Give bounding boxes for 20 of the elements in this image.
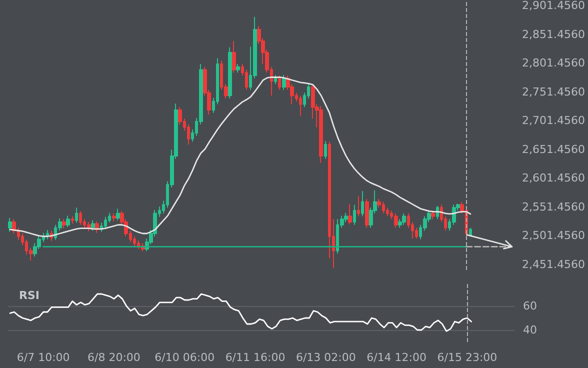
x-tick-label: 6/8 20:00 <box>88 351 140 364</box>
y-tick-label: 40 <box>523 324 537 336</box>
y-tick-label: 2,651.4560 <box>522 142 586 156</box>
y-tick-label: 2,451.4560 <box>522 258 586 271</box>
x-tick-label: 6/13 02:00 <box>296 351 356 364</box>
x-tick-label: 6/7 10:00 <box>16 351 70 364</box>
x-tick-label: 6/11 16:00 <box>225 351 286 364</box>
x-tick-label: 6/14 12:00 <box>366 351 427 364</box>
y-tick-label: 2,751.4560 <box>522 85 586 98</box>
y-tick-label: 2,701.4560 <box>522 114 586 128</box>
y-tick-label: 2,901.4560 <box>522 0 586 12</box>
y-tick-label: 2,601.4560 <box>522 172 586 185</box>
y-tick-label: 2,501.4560 <box>522 229 586 242</box>
text: RSI <box>19 289 40 302</box>
y-tick-label: 2,851.4560 <box>522 28 586 41</box>
x-tick-label: 6/10 06:00 <box>154 351 215 364</box>
y-tick-label: 2,801.4560 <box>522 56 586 70</box>
y-tick-label: 60 <box>523 300 537 312</box>
x-tick-label: 6/15 23:00 <box>437 351 498 364</box>
y-tick-label: 2,551.4560 <box>522 200 586 214</box>
